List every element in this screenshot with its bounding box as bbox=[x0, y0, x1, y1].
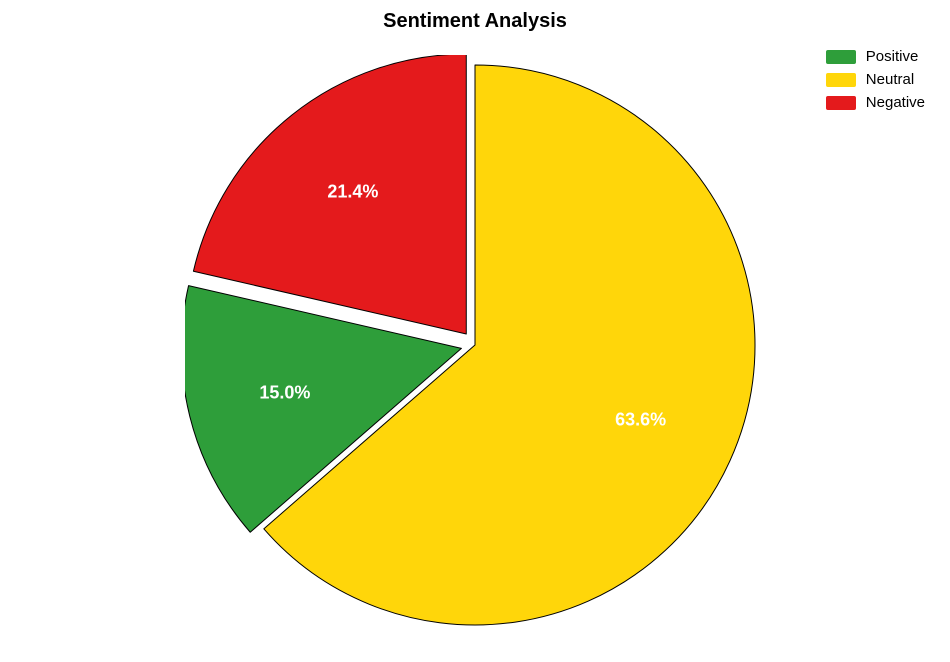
slice-label-positive: 15.0% bbox=[259, 382, 310, 403]
legend-item-negative: Negative bbox=[826, 94, 925, 111]
chart-legend: Positive Neutral Negative bbox=[826, 48, 925, 117]
slice-label-negative: 21.4% bbox=[327, 181, 378, 202]
slice-label-neutral: 63.6% bbox=[615, 410, 666, 431]
legend-swatch-neutral bbox=[826, 73, 856, 87]
chart-title: Sentiment Analysis bbox=[383, 10, 567, 33]
legend-swatch-positive bbox=[826, 50, 856, 64]
legend-label-negative: Negative bbox=[866, 94, 925, 111]
legend-label-neutral: Neutral bbox=[866, 71, 914, 88]
legend-item-positive: Positive bbox=[826, 48, 925, 65]
legend-label-positive: Positive bbox=[866, 48, 919, 65]
pie-chart-svg bbox=[185, 55, 765, 635]
legend-swatch-negative bbox=[826, 96, 856, 110]
pie-chart: 63.6% 15.0% 21.4% bbox=[185, 55, 765, 635]
legend-item-neutral: Neutral bbox=[826, 71, 925, 88]
